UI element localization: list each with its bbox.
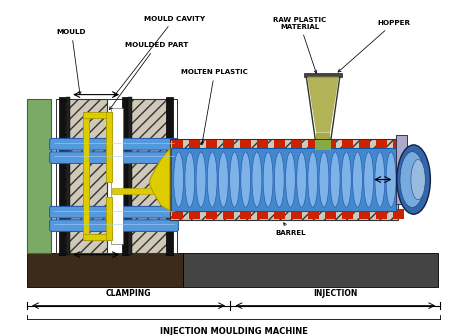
Bar: [315, 139, 331, 150]
Ellipse shape: [185, 152, 195, 207]
Ellipse shape: [375, 152, 385, 207]
Polygon shape: [307, 77, 339, 133]
Bar: [128, 97, 132, 255]
Ellipse shape: [308, 152, 318, 207]
Bar: [56, 99, 177, 253]
Bar: [240, 209, 251, 219]
Ellipse shape: [263, 152, 273, 207]
Ellipse shape: [207, 152, 217, 207]
Bar: [170, 139, 398, 220]
Bar: [106, 113, 112, 182]
Text: MOULD: MOULD: [57, 29, 86, 94]
Bar: [393, 140, 404, 150]
Bar: [325, 140, 336, 150]
Bar: [172, 209, 183, 219]
Bar: [359, 209, 370, 219]
Bar: [123, 99, 172, 253]
Ellipse shape: [229, 152, 239, 207]
Bar: [59, 97, 65, 255]
Text: CLAMPING: CLAMPING: [106, 288, 151, 297]
Bar: [206, 140, 217, 150]
Bar: [325, 209, 336, 219]
Bar: [308, 209, 319, 219]
Bar: [376, 140, 387, 150]
Bar: [274, 209, 285, 219]
FancyBboxPatch shape: [50, 152, 178, 163]
Bar: [376, 209, 387, 219]
Bar: [60, 99, 107, 253]
Ellipse shape: [219, 152, 228, 207]
Bar: [291, 140, 302, 150]
FancyBboxPatch shape: [50, 138, 178, 150]
Text: MOULD CAVITY: MOULD CAVITY: [114, 16, 205, 96]
Ellipse shape: [285, 152, 295, 207]
Text: RAW PLASTIC
MATERIAL: RAW PLASTIC MATERIAL: [273, 16, 326, 73]
Ellipse shape: [252, 152, 262, 207]
Bar: [206, 209, 217, 219]
Ellipse shape: [353, 152, 363, 207]
Bar: [223, 209, 234, 219]
Bar: [189, 140, 201, 150]
Ellipse shape: [411, 159, 425, 200]
Ellipse shape: [364, 152, 374, 207]
Bar: [223, 140, 234, 150]
Text: INJECTION MOULDING MACHINE: INJECTION MOULDING MACHINE: [160, 327, 308, 335]
Bar: [83, 113, 89, 240]
Ellipse shape: [386, 152, 396, 207]
Bar: [240, 140, 251, 150]
Bar: [189, 209, 201, 219]
Bar: [83, 113, 112, 118]
Bar: [304, 73, 342, 77]
Bar: [122, 97, 128, 255]
Bar: [27, 253, 183, 287]
Text: MOLTEN PLASTIC: MOLTEN PLASTIC: [181, 69, 248, 145]
Bar: [359, 140, 370, 150]
FancyBboxPatch shape: [50, 220, 178, 231]
Ellipse shape: [174, 152, 183, 207]
Bar: [308, 140, 319, 150]
Bar: [112, 189, 168, 194]
Text: MOULDED PART: MOULDED PART: [109, 43, 188, 110]
Ellipse shape: [241, 152, 251, 207]
Text: BARREL: BARREL: [275, 223, 306, 236]
Bar: [66, 97, 70, 255]
Bar: [393, 209, 404, 219]
Bar: [172, 140, 183, 150]
Bar: [342, 140, 353, 150]
Bar: [257, 140, 268, 150]
FancyBboxPatch shape: [50, 206, 178, 218]
Bar: [274, 140, 285, 150]
Bar: [111, 108, 123, 245]
Ellipse shape: [319, 152, 329, 207]
Polygon shape: [150, 148, 170, 211]
Bar: [166, 97, 173, 255]
Bar: [342, 209, 353, 219]
Ellipse shape: [297, 152, 307, 207]
Bar: [291, 209, 302, 219]
Bar: [316, 133, 330, 139]
Ellipse shape: [341, 152, 351, 207]
Text: INJECTION: INJECTION: [313, 288, 357, 297]
Ellipse shape: [397, 145, 430, 214]
Bar: [106, 197, 112, 240]
Bar: [171, 148, 396, 211]
Ellipse shape: [400, 152, 425, 207]
Bar: [27, 99, 52, 253]
Text: HOPPER: HOPPER: [338, 20, 410, 72]
Bar: [396, 135, 407, 204]
Bar: [183, 253, 438, 287]
Ellipse shape: [274, 152, 284, 207]
Ellipse shape: [196, 152, 206, 207]
Bar: [83, 234, 112, 240]
Bar: [257, 209, 268, 219]
Ellipse shape: [330, 152, 340, 207]
